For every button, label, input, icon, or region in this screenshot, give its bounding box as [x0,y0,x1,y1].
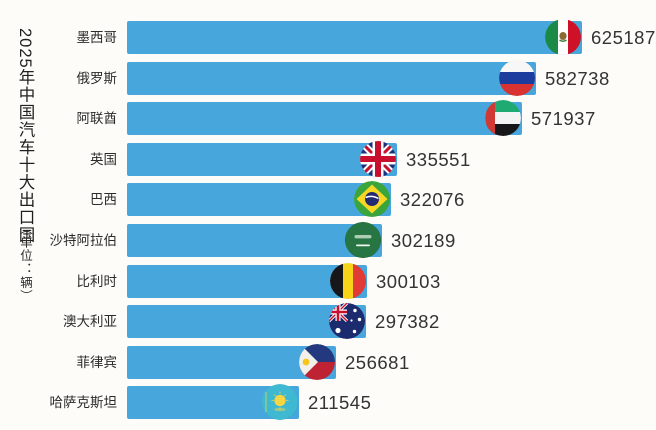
value-label: 582738 [545,68,610,89]
bar [127,384,299,420]
value-label: 300103 [376,271,441,292]
belgium-flag-icon [330,263,366,299]
country-label: 阿联酋 [76,111,118,126]
unit-label: （单位：辆） [18,222,32,303]
bar [127,181,391,217]
country-label: 比利时 [76,274,118,289]
country-label: 菲律宾 [76,355,118,370]
value-label: 297382 [375,311,440,332]
country-label: 沙特阿拉伯 [49,233,118,248]
kazakhstan-flag-icon [262,384,298,420]
value-label: 211545 [308,392,372,413]
bar-row: 菲律宾 256681 [0,344,656,380]
country-label: 巴西 [90,192,117,207]
saudi-arabia-flag-icon [345,222,381,258]
value-label: 335551 [406,149,471,170]
bar [127,263,367,299]
bar-row: 巴西 322076 [0,181,656,217]
bar-row: 哈萨克斯坦 211545 [0,384,656,420]
bar [127,344,336,380]
bar-row: 俄罗斯 582738 [0,60,656,96]
bar [127,100,522,136]
bar-row: 阿联酋 571937 [0,100,656,136]
value-label: 625187 [591,27,656,48]
bar [127,19,582,55]
bar [127,222,382,258]
country-label: 澳大利亚 [63,314,117,329]
philippines-flag-icon [299,344,335,380]
mexico-flag-icon [545,19,581,55]
bar-row: 澳大利亚 297382 [0,303,656,339]
uk-flag-icon [360,141,396,177]
bar [127,141,397,177]
country-label: 英国 [90,152,117,167]
uae-flag-icon [485,100,521,136]
country-label: 俄罗斯 [76,71,118,86]
australia-flag-icon [329,303,365,339]
country-label: 哈萨克斯坦 [49,395,118,410]
bar-row: 英国 335551 [0,141,656,177]
chart-title: 2025年中国汽车十大出口国 [16,28,34,244]
value-label: 256681 [345,352,410,373]
value-label: 302189 [391,230,456,251]
bar [127,303,366,339]
bar-row: 墨西哥 625187 [0,19,656,55]
bar-row: 沙特阿拉伯 302189 [0,222,656,258]
russia-flag-icon [499,60,535,96]
value-label: 322076 [400,189,465,210]
bar [127,60,536,96]
bar-row: 比利时 300103 [0,263,656,299]
value-label: 571937 [531,108,596,129]
brazil-flag-icon [354,181,390,217]
country-label: 墨西哥 [76,30,118,45]
